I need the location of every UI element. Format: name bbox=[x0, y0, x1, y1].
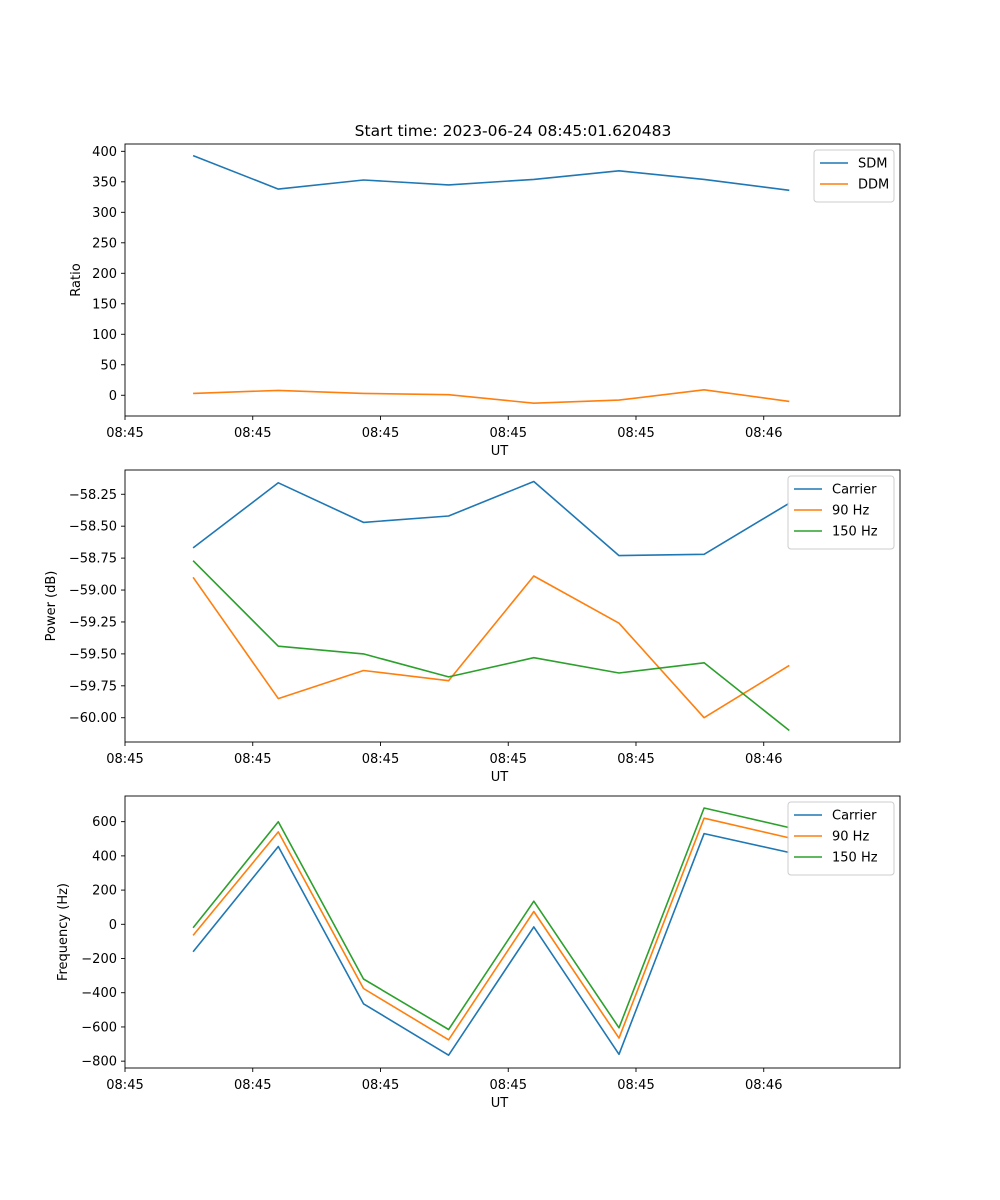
plot-frame bbox=[124, 469, 901, 743]
plot-frame bbox=[124, 143, 901, 417]
subplot-3: 08:45 08:45 08:45 08:45 08:45 08:46 −800 −600 −4… bbox=[56, 795, 901, 1111]
legend-label: DDM bbox=[858, 178, 889, 193]
y-tick-label: −59.50 bbox=[69, 647, 117, 662]
y-tick-label: −58.50 bbox=[69, 520, 117, 535]
y-tick-label: −60.00 bbox=[69, 711, 117, 726]
legend: Carrier 90 Hz 150 Hz bbox=[787, 475, 895, 550]
x-tick-label: 08:45 bbox=[490, 426, 527, 441]
plot-frame bbox=[124, 795, 901, 1069]
x-tick-label: 08:45 bbox=[490, 752, 527, 767]
x-tick-label: 08:45 bbox=[106, 752, 143, 767]
x-tick-label: 08:45 bbox=[106, 426, 143, 441]
y-tick-label: 250 bbox=[92, 236, 117, 251]
y-tick-label: 600 bbox=[92, 815, 117, 830]
y-tick-label: 200 bbox=[92, 267, 117, 282]
legend-label: Carrier bbox=[832, 483, 877, 498]
series-line-90-hz bbox=[192, 575, 790, 719]
series-line-150-hz bbox=[192, 560, 790, 732]
x-axis-label: UT bbox=[491, 770, 509, 785]
x-axis-label: UT bbox=[491, 1096, 509, 1111]
legend-label: Carrier bbox=[832, 809, 877, 824]
legend-label: SDM bbox=[858, 157, 887, 172]
chart-title: Start time: 2023-06-24 08:45:01.620483 bbox=[355, 122, 672, 140]
y-tick-label: 400 bbox=[92, 849, 117, 864]
y-tick-label: −59.75 bbox=[69, 679, 117, 694]
y-tick-label: 100 bbox=[92, 328, 117, 343]
y-axis-label: Ratio bbox=[69, 263, 84, 296]
series-line-90-hz bbox=[192, 817, 790, 1041]
legend-label: 90 Hz bbox=[832, 504, 869, 519]
y-tick-label: 150 bbox=[92, 297, 117, 312]
subplot-1: 08:45 08:45 08:45 08:45 08:45 08:46 0 50 100 150 2… bbox=[69, 143, 901, 459]
y-tick-label: 200 bbox=[92, 884, 117, 899]
x-tick-label: 08:45 bbox=[362, 752, 399, 767]
subplots: 08:45 08:45 08:45 08:45 08:45 08:46 0 50 100 150 2… bbox=[44, 143, 901, 1111]
y-tick-label: 0 bbox=[109, 389, 117, 404]
y-tick-label: 0 bbox=[109, 918, 117, 933]
x-tick-label: 08:45 bbox=[362, 1078, 399, 1093]
series-line-ddm bbox=[193, 388, 790, 405]
x-tick-label: 08:45 bbox=[490, 1078, 527, 1093]
legend-label: 150 Hz bbox=[832, 851, 878, 866]
y-axis-label: Frequency (Hz) bbox=[56, 883, 71, 981]
series-line-150-hz bbox=[192, 807, 790, 1031]
y-tick-label: 50 bbox=[100, 358, 117, 373]
y-tick-label: −800 bbox=[81, 1055, 117, 1070]
y-tick-label: −59.25 bbox=[69, 615, 117, 630]
legend: SDM DDM bbox=[813, 149, 895, 203]
legend-label: 90 Hz bbox=[832, 830, 869, 845]
series-line-carrier bbox=[192, 480, 790, 557]
x-tick-label: 08:46 bbox=[745, 752, 782, 767]
y-tick-label: −59.00 bbox=[69, 584, 117, 599]
x-tick-label: 08:45 bbox=[617, 1078, 654, 1093]
x-tick-label: 08:46 bbox=[745, 1078, 782, 1093]
y-tick-label: 350 bbox=[92, 175, 117, 190]
x-tick-label: 08:45 bbox=[234, 1078, 271, 1093]
x-tick-label: 08:45 bbox=[617, 752, 654, 767]
y-tick-label: −58.75 bbox=[69, 552, 117, 567]
y-tick-label: −400 bbox=[81, 986, 117, 1001]
y-tick-label: 300 bbox=[92, 206, 117, 221]
x-tick-label: 08:45 bbox=[362, 426, 399, 441]
x-tick-label: 08:45 bbox=[106, 1078, 143, 1093]
y-tick-label: −600 bbox=[81, 1020, 117, 1035]
subplot-2: 08:45 08:45 08:45 08:45 08:45 08:46 −60.00 −59.… bbox=[44, 469, 901, 785]
x-axis-label: UT bbox=[491, 444, 509, 459]
series-line-carrier bbox=[192, 832, 790, 1056]
x-tick-label: 08:45 bbox=[234, 426, 271, 441]
y-tick-label: −58.25 bbox=[69, 488, 117, 503]
legend-label: 150 Hz bbox=[832, 525, 878, 540]
y-tick-label: 400 bbox=[92, 145, 117, 160]
y-tick-label: −200 bbox=[81, 952, 117, 967]
x-tick-label: 08:46 bbox=[745, 426, 782, 441]
legend: Carrier 90 Hz 150 Hz bbox=[787, 801, 895, 876]
x-tick-label: 08:45 bbox=[234, 752, 271, 767]
y-axis-label: Power (dB) bbox=[44, 571, 59, 642]
x-tick-label: 08:45 bbox=[617, 426, 654, 441]
series-line-sdm bbox=[192, 154, 790, 192]
